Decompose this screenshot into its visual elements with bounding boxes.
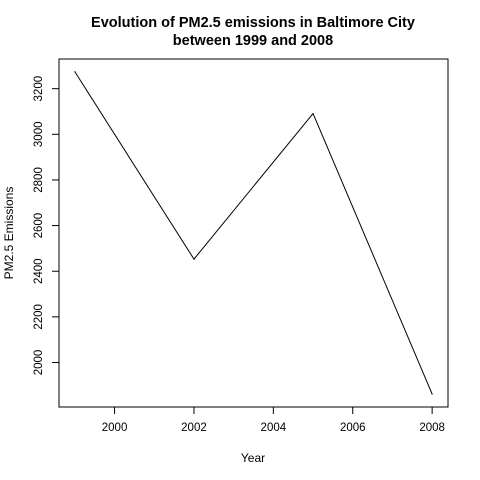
series-line-segment xyxy=(74,71,195,260)
y-tick-label: 3200 xyxy=(33,76,45,102)
y-tick-label: 2600 xyxy=(33,213,45,239)
y-axis-label: PM2.5 Emissions xyxy=(2,187,16,280)
y-tick-label: 2000 xyxy=(33,350,45,376)
x-axis-label: Year xyxy=(241,451,265,465)
plot-frame xyxy=(58,58,449,408)
chart-title-line-1: Evolution of PM2.5 emissions in Baltimor… xyxy=(91,15,415,31)
x-axis: 2000 2002 2004 2006 2008 xyxy=(102,406,445,434)
series-group xyxy=(74,71,433,395)
x-tick-label: 2000 xyxy=(102,422,128,434)
data-point xyxy=(74,71,76,73)
data-point xyxy=(312,112,314,115)
series-line-segment xyxy=(312,113,433,395)
series-line-segment xyxy=(193,113,314,260)
x-tick-label: 2006 xyxy=(340,422,366,434)
data-point xyxy=(431,393,433,395)
y-axis: 2000 2200 2400 2600 2800 3000 3200 xyxy=(33,76,60,376)
x-tick-label: 2002 xyxy=(181,422,207,434)
x-tick-label: 2008 xyxy=(419,422,445,434)
y-tick-label: 2800 xyxy=(33,167,45,193)
y-tick-label: 2400 xyxy=(33,258,45,284)
chart-title-line-2: between 1999 and 2008 xyxy=(173,33,333,49)
y-tick-label: 3000 xyxy=(33,122,45,148)
y-tick-label: 2200 xyxy=(33,304,45,330)
x-tick-label: 2004 xyxy=(261,422,287,434)
data-point xyxy=(193,258,195,260)
